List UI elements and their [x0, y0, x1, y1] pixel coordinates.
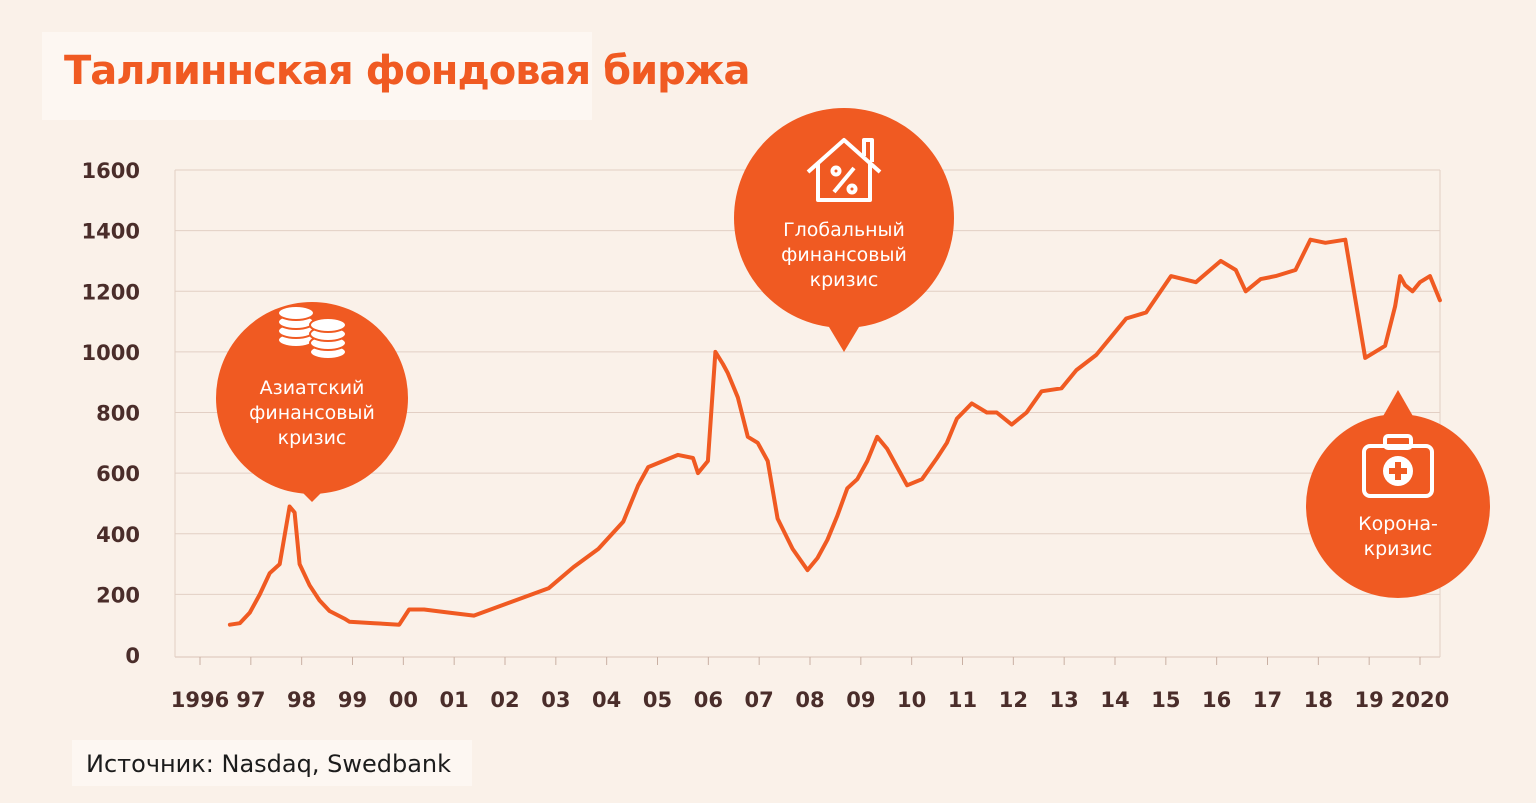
x-tick-label: 08	[795, 688, 824, 712]
x-tick-label: 97	[236, 688, 265, 712]
coins-icon	[277, 305, 347, 360]
x-tick-label: 15	[1151, 688, 1180, 712]
medical-kit-icon	[1362, 434, 1434, 498]
annotation-asian-line3: кризис	[278, 427, 347, 449]
x-tick-label: 17	[1253, 688, 1282, 712]
x-tick-label: 12	[999, 688, 1028, 712]
annotation-asian-line1: Азиатский	[260, 377, 365, 399]
y-tick-label: 400	[96, 523, 140, 547]
annotation-global-line1: Глобальный	[783, 219, 905, 241]
x-tick-label: 05	[643, 688, 672, 712]
annotation-asian-crisis: Азиатский финансовый кризис	[216, 302, 408, 502]
x-tick-label: 19	[1355, 688, 1384, 712]
x-tick-label: 2020	[1391, 688, 1449, 712]
y-tick-label: 1200	[82, 280, 140, 304]
source-note: Источник: Nasdaq, Swedbank	[86, 750, 452, 778]
y-tick-label: 1400	[82, 220, 140, 244]
x-tick-label: 99	[338, 688, 367, 712]
house-percent-icon	[806, 138, 882, 202]
x-tick-label: 02	[490, 688, 519, 712]
title-background	[42, 32, 592, 120]
x-tick-label: 1996	[171, 688, 229, 712]
annotation-asian-line2: финансовый	[249, 402, 375, 424]
x-tick-label: 98	[287, 688, 316, 712]
x-tick-label: 01	[440, 688, 469, 712]
series-line-0	[227, 237, 1442, 627]
annotation-corona-line2: кризис	[1364, 538, 1433, 560]
annotation-corona-crisis: Корона- кризис	[1306, 390, 1490, 598]
x-tick-label: 09	[846, 688, 875, 712]
y-tick-label: 1600	[82, 159, 140, 183]
x-tick-label: 16	[1202, 688, 1231, 712]
y-tick-label: 1000	[82, 341, 140, 365]
annotation-global-line2: финансовый	[781, 244, 907, 266]
chart-title: Таллиннская фондовая биржа	[64, 48, 751, 94]
x-tick-label: 07	[745, 688, 774, 712]
x-tick-label: 11	[948, 688, 977, 712]
source-background	[72, 740, 472, 786]
x-tick-label: 18	[1304, 688, 1333, 712]
y-tick-label: 800	[96, 402, 140, 426]
x-tick-label: 06	[694, 688, 723, 712]
y-tick-label: 200	[96, 583, 140, 607]
annotation-corona-line1: Корона-	[1358, 513, 1438, 535]
annotation-global-crisis: Глобальный финансовый кризис	[734, 108, 954, 352]
x-tick-label: 13	[1050, 688, 1079, 712]
x-tick-label: 04	[592, 688, 621, 712]
y-tick-label: 0	[125, 644, 140, 668]
x-tick-label: 03	[541, 688, 570, 712]
x-tick-label: 00	[389, 688, 418, 712]
x-tick-label: 14	[1100, 688, 1129, 712]
y-tick-label: 600	[96, 462, 140, 486]
x-tick-label: 10	[897, 688, 926, 712]
annotation-global-line3: кризис	[810, 269, 879, 291]
